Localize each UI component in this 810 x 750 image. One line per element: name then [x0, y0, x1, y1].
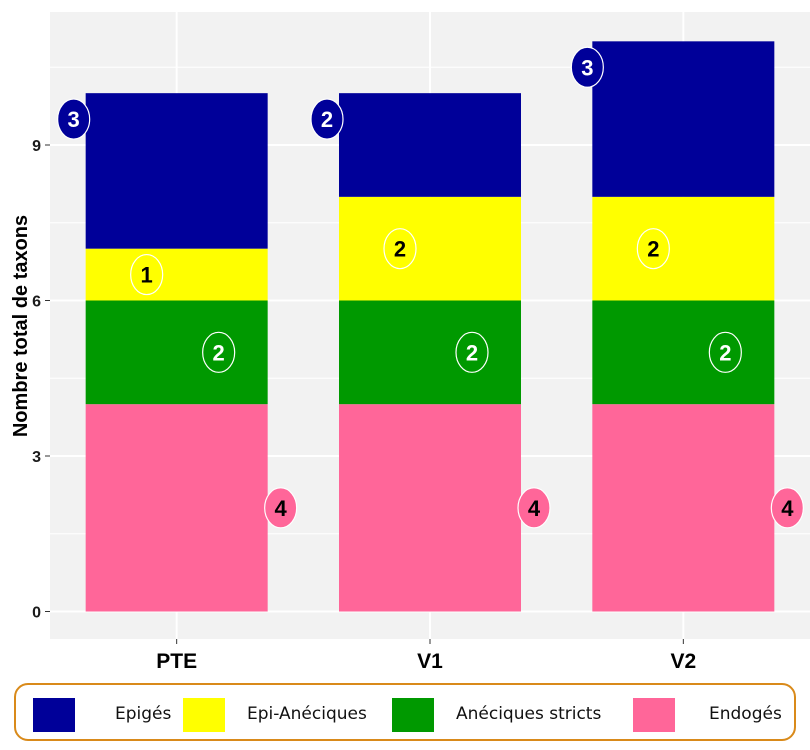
legend-label-epiges: Epigés	[115, 704, 172, 724]
legend: Epigés Epi-Anéciques Anéciques stricts E…	[14, 683, 796, 741]
legend-swatch-endoges	[633, 698, 675, 732]
y-axis-title: Nombre total de taxons	[10, 215, 32, 437]
count-label-v2-2: 2	[636, 228, 670, 270]
y-tick-label: 0	[32, 605, 41, 622]
bar-segment-v2-2	[592, 196, 775, 301]
svg-text:3: 3	[581, 55, 593, 80]
bar-segment-pte-1	[85, 300, 268, 405]
svg-text:2: 2	[647, 237, 659, 262]
svg-text:4: 4	[781, 496, 794, 521]
count-label-v2-1: 2	[708, 331, 742, 373]
legend-swatch-epi-aneciques	[183, 698, 225, 732]
y-tick-label: 6	[32, 294, 41, 311]
axes: 0 3 6 9 PTE V1 V2	[32, 138, 696, 673]
count-label-v1-1: 2	[455, 331, 489, 373]
count-label-v2-0: 4	[770, 487, 804, 529]
bar-segment-v1-2	[339, 196, 521, 301]
count-label-v1-2: 2	[383, 228, 417, 270]
bar-segment-pte-3	[85, 93, 268, 249]
svg-text:2: 2	[394, 237, 406, 262]
count-label-pte-3: 3	[57, 98, 91, 140]
count-label-pte-2: 1	[130, 253, 164, 296]
count-label-pte-0: 4	[264, 487, 298, 529]
bars	[85, 41, 775, 612]
count-label-v1-3: 2	[310, 98, 344, 140]
count-label-v2-3: 3	[570, 46, 604, 88]
legend-swatch-epiges	[33, 698, 75, 732]
count-label-pte-1: 2	[202, 331, 236, 373]
svg-text:4: 4	[275, 496, 288, 521]
svg-text:1: 1	[141, 263, 153, 288]
svg-text:2: 2	[321, 107, 333, 132]
bar-segment-v1-0	[339, 404, 521, 612]
x-tick-label: PTE	[156, 650, 197, 673]
bar-segment-v2-1	[592, 300, 775, 405]
bar-segment-v2-3	[592, 41, 775, 197]
bar-segment-pte-0	[85, 404, 268, 612]
y-tick-label: 9	[32, 138, 41, 155]
count-labels: 4 2 1 3 4 2 2 2 4 2 2 3	[57, 46, 804, 529]
svg-text:2: 2	[466, 340, 478, 365]
bar-segment-v1-3	[339, 93, 521, 197]
svg-text:3: 3	[68, 107, 80, 132]
x-tick-label: V1	[417, 650, 443, 673]
bar-segment-pte-2	[85, 248, 268, 301]
legend-label-aneciques-stricts: Anéciques stricts	[456, 704, 602, 724]
svg-text:4: 4	[528, 496, 541, 521]
bar-segment-v2-0	[592, 404, 775, 612]
svg-text:2: 2	[213, 340, 225, 365]
svg-text:2: 2	[719, 340, 731, 365]
legend-label-endoges: Endogés	[709, 704, 782, 724]
x-tick-label: V2	[670, 650, 696, 673]
legend-swatch-aneciques-stricts	[392, 698, 434, 732]
y-tick-label: 3	[32, 449, 41, 466]
stacked-bar-chart: 4 2 1 3 4 2 2 2 4 2 2 3 0 3 6 9 PTE V1 V2 Nombre total de…	[10, 12, 810, 673]
legend-label-epi-aneciques: Epi-Anéciques	[247, 704, 367, 724]
bar-segment-v1-1	[339, 300, 521, 405]
count-label-v1-0: 4	[517, 487, 551, 529]
